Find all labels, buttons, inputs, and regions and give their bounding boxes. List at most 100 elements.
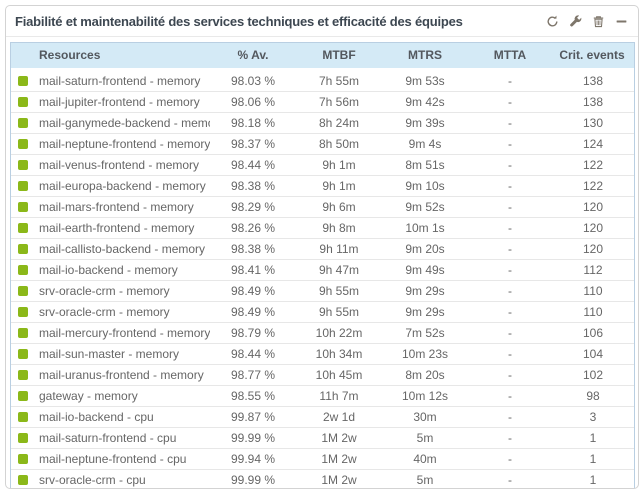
resource-cell: mail-earth-frontend - memory [11, 217, 210, 238]
table-row[interactable]: mail-io-backend - memory 98.41 % 9h 47m … [11, 259, 634, 280]
table-row[interactable]: mail-mars-frontend - memory 98.29 % 9h 6… [11, 196, 634, 217]
resource-cell: mail-jupiter-frontend - memory [11, 91, 210, 112]
table-row[interactable]: mail-jupiter-frontend - memory 98.06 % 7… [11, 91, 634, 112]
availability-cell: 98.37 % [210, 133, 296, 154]
mtbf-cell: 9h 11m [296, 238, 382, 259]
mtbf-cell: 10h 45m [296, 364, 382, 385]
widget-header: Fiabilité et maintenabilité des services… [6, 6, 638, 37]
mtrs-cell: 5m [382, 469, 468, 488]
resource-cell: mail-ganymede-backend - memory [11, 112, 210, 133]
status-ok-icon [18, 328, 28, 338]
resource-label: mail-ganymede-backend - memory [39, 116, 210, 130]
status-ok-icon [18, 97, 28, 107]
status-ok-icon [18, 391, 28, 401]
table-row[interactable]: mail-callisto-backend - memory 98.38 % 9… [11, 238, 634, 259]
resource-label: gateway - memory [39, 389, 138, 403]
crit-events-cell: 120 [552, 238, 634, 259]
table-row[interactable]: mail-europa-backend - memory 98.38 % 9h … [11, 175, 634, 196]
resource-cell: mail-neptune-frontend - cpu [11, 448, 210, 469]
crit-events-cell: 3 [552, 406, 634, 427]
mtbf-cell: 2w 1d [296, 406, 382, 427]
table-row[interactable]: srv-oracle-crm - memory 98.49 % 9h 55m 9… [11, 301, 634, 322]
availability-cell: 98.44 % [210, 343, 296, 364]
mtbf-cell: 9h 55m [296, 280, 382, 301]
collapse-icon[interactable] [614, 15, 628, 29]
column-header-crit-events[interactable]: Crit. events [552, 43, 634, 71]
mtrs-cell: 9m 39s [382, 112, 468, 133]
availability-cell: 99.99 % [210, 469, 296, 488]
widget-title: Fiabilité et maintenabilité des services… [15, 14, 463, 29]
column-header-mtta[interactable]: MTTA [468, 43, 552, 71]
wrench-icon[interactable] [568, 15, 582, 29]
status-ok-icon [18, 307, 28, 317]
crit-events-cell: 1 [552, 448, 634, 469]
table-row[interactable]: srv-oracle-crm - memory 98.49 % 9h 55m 9… [11, 280, 634, 301]
mtrs-cell: 5m [382, 427, 468, 448]
table-body: mail-saturn-frontend - memory 98.03 % 7h… [11, 71, 634, 488]
refresh-icon[interactable] [545, 15, 559, 29]
status-ok-icon [18, 244, 28, 254]
mtrs-cell: 30m [382, 406, 468, 427]
resource-label: mail-uranus-frontend - memory [39, 368, 204, 382]
table-row[interactable]: srv-oracle-crm - cpu 99.99 % 1M 2w 5m - … [11, 469, 634, 488]
mtbf-cell: 9h 6m [296, 196, 382, 217]
mtta-cell: - [468, 406, 552, 427]
mtta-cell: - [468, 448, 552, 469]
table-row[interactable]: mail-venus-frontend - memory 98.44 % 9h … [11, 154, 634, 175]
resource-label: srv-oracle-crm - memory [39, 284, 170, 298]
mtta-cell: - [468, 364, 552, 385]
mtrs-cell: 9m 20s [382, 238, 468, 259]
column-header-mtbf[interactable]: MTBF [296, 43, 382, 71]
table-row[interactable]: mail-ganymede-backend - memory 98.18 % 8… [11, 112, 634, 133]
column-header-availability[interactable]: % Av. [210, 43, 296, 71]
availability-cell: 98.55 % [210, 385, 296, 406]
resource-label: mail-callisto-backend - memory [39, 242, 206, 256]
availability-cell: 98.03 % [230, 74, 276, 88]
table-row[interactable]: mail-uranus-frontend - memory 98.77 % 10… [11, 364, 634, 385]
crit-events-cell: 1 [552, 469, 634, 488]
mtrs-cell: 9m 42s [382, 91, 468, 112]
resource-label: srv-oracle-crm - cpu [39, 473, 146, 487]
table-row[interactable]: mail-neptune-frontend - cpu 99.94 % 1M 2… [11, 448, 634, 469]
mtrs-cell: 9m 10s [382, 175, 468, 196]
mtta-cell: - [468, 259, 552, 280]
mtta-cell: - [468, 322, 552, 343]
table-row[interactable]: mail-saturn-frontend - memory 98.03 % 7h… [11, 71, 634, 91]
table-row[interactable]: mail-io-backend - cpu 99.87 % 2w 1d 30m … [11, 406, 634, 427]
mtrs-cell: 9m 4s [382, 133, 468, 154]
availability-cell: 98.79 % [210, 322, 296, 343]
mtrs-cell: 10m 23s [382, 343, 468, 364]
column-header-resources[interactable]: Resources [11, 43, 210, 71]
table-row[interactable]: mail-earth-frontend - memory 98.26 % 9h … [11, 217, 634, 238]
resource-cell: gateway - memory [11, 385, 210, 406]
mtbf-cell: 11h 7m [296, 385, 382, 406]
trash-icon[interactable] [591, 15, 605, 29]
crit-events-cell: 130 [552, 112, 634, 133]
status-ok-icon [18, 76, 28, 86]
mtbf-cell: 1M 2w [296, 427, 382, 448]
availability-cell: 98.38 % [210, 238, 296, 259]
resource-cell: mail-io-backend - memory [11, 259, 210, 280]
table-row[interactable]: mail-saturn-frontend - cpu 99.99 % 1M 2w… [11, 427, 634, 448]
availability-cell: 98.41 % [210, 259, 296, 280]
mtta-cell: - [468, 301, 552, 322]
table-row[interactable]: mail-neptune-frontend - memory 98.37 % 8… [11, 133, 634, 154]
table-row[interactable]: mail-mercury-frontend - memory 98.79 % 1… [11, 322, 634, 343]
mtbf-cell: 9h 55m [296, 301, 382, 322]
resource-cell: srv-oracle-crm - cpu [11, 469, 210, 488]
table-row[interactable]: gateway - memory 98.55 % 11h 7m 10m 12s … [11, 385, 634, 406]
mtrs-cell: 9m 49s [382, 259, 468, 280]
resource-label: mail-mercury-frontend - memory [39, 326, 210, 340]
availability-cell: 99.94 % [210, 448, 296, 469]
mtrs-cell: 40m [382, 448, 468, 469]
resource-label: srv-oracle-crm - memory [39, 305, 170, 319]
resource-cell: mail-callisto-backend - memory [11, 238, 210, 259]
mtta-cell: - [468, 112, 552, 133]
availability-cell: 98.77 % [210, 364, 296, 385]
mtta-cell: - [468, 217, 552, 238]
table-header-row: Resources % Av. MTBF MTRS MTTA Crit. eve… [11, 43, 634, 71]
status-ok-icon [18, 118, 28, 128]
table-row[interactable]: mail-sun-master - memory 98.44 % 10h 34m… [11, 343, 634, 364]
column-header-mtrs[interactable]: MTRS [382, 43, 468, 71]
availability-cell: 98.26 % [210, 217, 296, 238]
